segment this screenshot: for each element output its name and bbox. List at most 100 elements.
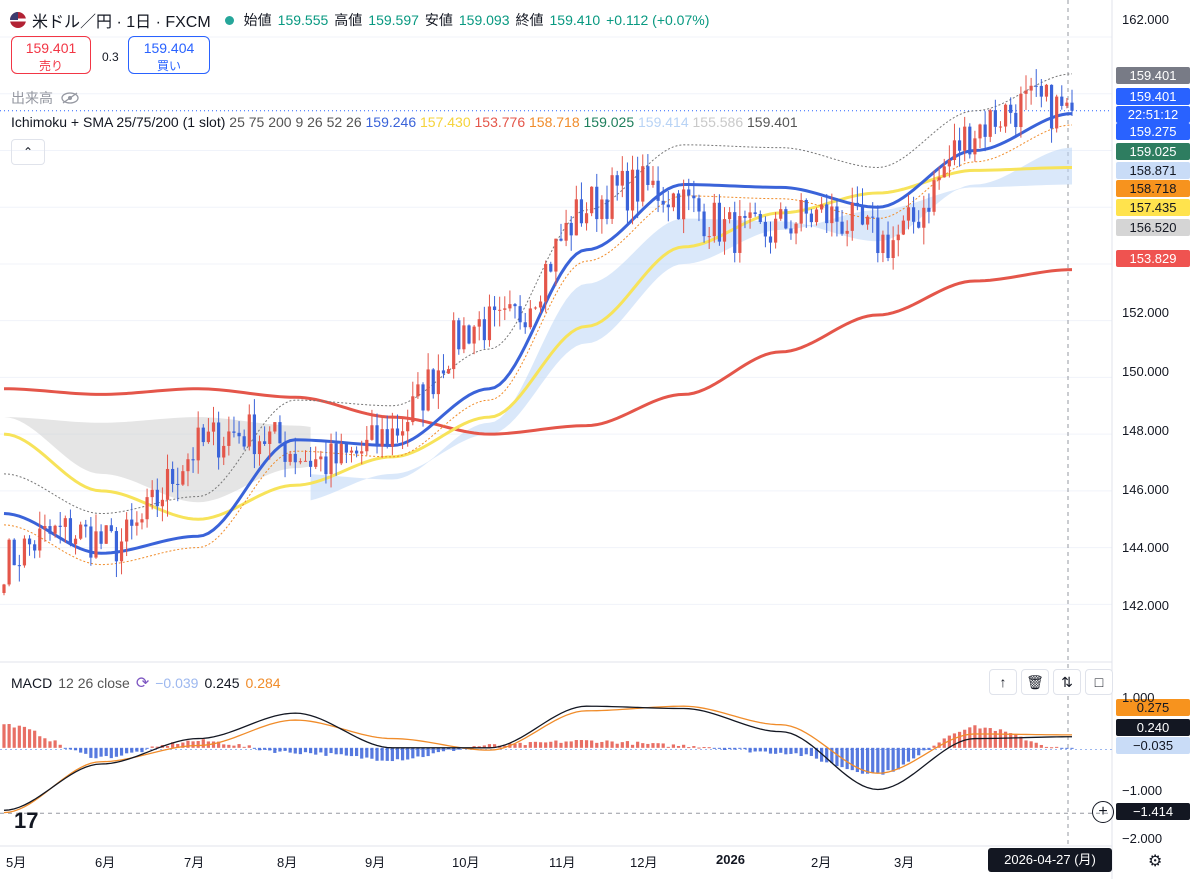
candle-body	[595, 186, 599, 220]
time-tick: 6月	[95, 855, 116, 870]
candle-body	[717, 202, 722, 242]
macd-histogram-bar	[487, 744, 492, 748]
candle-body	[390, 428, 394, 447]
macd-histogram-bar	[370, 747, 374, 759]
volume-legend[interactable]: 出来高	[11, 88, 79, 108]
time-tick: 11月	[549, 855, 576, 870]
macd-histogram-bar	[768, 747, 773, 754]
macd-histogram-bar	[825, 747, 829, 763]
ichimoku-cloud-bearish	[4, 417, 311, 503]
macd-histogram-bar	[636, 741, 640, 748]
candle-body	[1003, 104, 1008, 127]
collapse-pane-button[interactable]: ⇅	[1053, 669, 1081, 695]
candle-body	[17, 565, 21, 567]
collapse-legend-button[interactable]: ⌃	[11, 139, 45, 165]
macd-histogram-bar	[518, 742, 522, 748]
macd-histogram-bar	[574, 740, 578, 748]
macd-histogram-bar	[406, 747, 410, 760]
macd-histogram-bar	[68, 747, 73, 750]
sell-label: 売り	[38, 59, 63, 73]
macd-histogram-bar	[119, 747, 124, 756]
candle-body	[457, 320, 461, 350]
buy-button[interactable]: 159.404 買い	[128, 36, 210, 74]
macd-histogram-bar	[1024, 740, 1028, 748]
candle-body	[104, 525, 108, 544]
macd-histogram-bar	[676, 745, 681, 748]
candle-body	[400, 431, 405, 436]
candle-body	[998, 126, 1003, 128]
candle-body	[63, 518, 67, 527]
eye-hidden-icon[interactable]	[61, 92, 79, 104]
macd-histogram-bar	[789, 747, 793, 754]
indicator-legend[interactable]: Ichimoku + SMA 25/75/200 (1 slot) 25 75 …	[11, 114, 798, 130]
macd-histogram-bar	[303, 747, 308, 753]
delete-pane-button[interactable]: 🗑	[1021, 669, 1049, 695]
macd-histogram-bar	[850, 747, 854, 771]
macd-histogram-bar	[94, 747, 98, 759]
candle-body	[1014, 112, 1018, 128]
move-up-button[interactable]: ↑	[989, 669, 1017, 695]
indicator-params: 25 75 200 9 26 52 26	[229, 114, 362, 130]
close-value: 159.410	[549, 12, 601, 28]
candle-body	[615, 175, 619, 186]
macd-histogram-bar	[104, 747, 108, 757]
candle-body	[825, 204, 829, 224]
macd-histogram-bar	[968, 727, 972, 748]
macd-histogram-bar	[809, 747, 813, 756]
macd-legend[interactable]: MACD 12 26 close ⟳ −0.039 0.245 0.284	[11, 673, 281, 693]
macd-histogram-bar	[937, 742, 941, 748]
macd-histogram-bar	[211, 741, 216, 748]
candle-body	[906, 207, 911, 221]
macd-histogram-bar	[1009, 733, 1013, 748]
candle-body	[278, 422, 282, 444]
candle-body	[569, 222, 573, 236]
macd-histogram-bar	[298, 747, 302, 755]
candle-body	[472, 326, 476, 344]
macd-histogram-bar	[973, 725, 977, 748]
candle-body	[973, 138, 977, 155]
candle-body	[288, 453, 292, 462]
candle-body	[993, 110, 997, 127]
candle-body	[1019, 93, 1023, 128]
macd-histogram-bar	[871, 747, 875, 773]
indicator-value-3: 158.718	[525, 114, 580, 130]
candle-body	[89, 526, 93, 558]
candle-body	[641, 166, 645, 202]
candle-body	[768, 236, 773, 243]
macd-histogram-bar	[257, 747, 262, 751]
symbol-header[interactable]: 米ドル／円 · 1日 · FXCM 始値 159.555 高値 159.597 …	[10, 8, 709, 32]
macd-histogram-bar	[452, 747, 456, 751]
candle-body	[217, 422, 221, 458]
price-tick: 144.000	[1122, 540, 1169, 555]
sync-icon[interactable]: ⟳	[135, 675, 150, 692]
settings-gear-icon[interactable]: ⚙	[1148, 853, 1163, 870]
macd-label: MACD	[11, 675, 53, 691]
macd-histogram-bar	[247, 745, 251, 748]
macd-histogram-bar	[881, 747, 885, 775]
macd-histogram-bar	[176, 744, 180, 748]
candle-body	[426, 369, 430, 411]
candle-body	[1044, 84, 1049, 97]
candle-body	[1024, 90, 1028, 94]
macd-histogram-bar	[794, 747, 798, 754]
sell-price: 159.401	[25, 40, 77, 56]
macd-histogram-bar	[876, 747, 880, 773]
maximize-pane-button[interactable]: □	[1085, 669, 1113, 695]
candle-body	[763, 221, 767, 237]
candle-body	[411, 396, 415, 423]
macd-tag: 0.275	[1116, 699, 1190, 716]
candle-body	[303, 460, 308, 462]
candle-body	[820, 204, 824, 210]
tradingview-logo[interactable]: 17	[14, 808, 39, 833]
candle-body	[748, 212, 752, 218]
macd-histogram-bar	[860, 747, 865, 774]
macd-histogram-bar	[779, 747, 783, 753]
sell-button[interactable]: 159.401 売り	[11, 36, 91, 74]
add-plus-icon[interactable]: +	[1092, 801, 1114, 823]
symbol-title[interactable]: 米ドル／円 · 1日 · FXCM	[32, 14, 211, 31]
macd-histogram-bar	[733, 747, 737, 750]
price-tick: 152.000	[1122, 305, 1169, 320]
candle-body	[237, 432, 241, 437]
indicator-value-2: 153.776	[470, 114, 526, 130]
